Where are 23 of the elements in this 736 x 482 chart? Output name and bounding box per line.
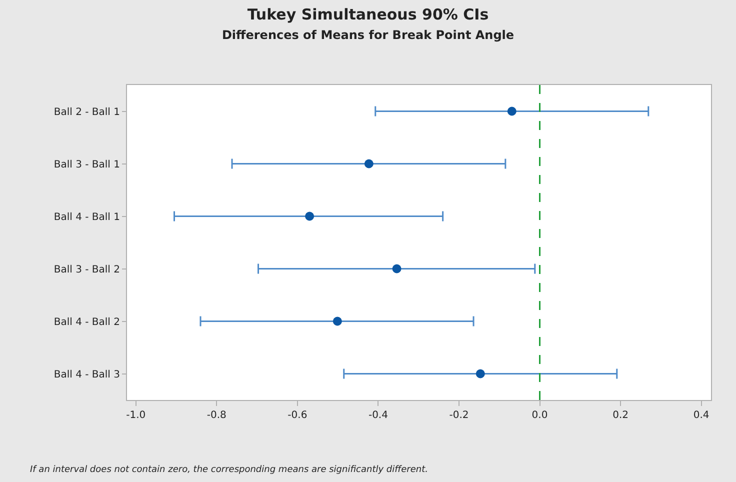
point [364,159,374,168]
x-tick-label: -1.0 [126,410,146,421]
y-tick-label: Ball 4 - Ball 1 [54,212,120,223]
chart-title: Tukey Simultaneous 90% CIs [247,5,489,24]
point [476,369,485,378]
y-tick-label: Ball 3 - Ball 1 [54,159,120,170]
point [392,264,402,274]
x-tick-label: -0.6 [288,410,308,421]
y-tick-label: Ball 3 - Ball 2 [54,264,120,276]
x-tick-label: -0.2 [449,410,469,421]
x-tick-label: -0.4 [368,410,388,421]
y-tick-label: Ball 4 - Ball 3 [54,369,120,380]
y-tick-label: Ball 4 - Ball 2 [54,316,120,328]
x-tick-label: 0.2 [612,410,628,421]
chart-subtitle: Differences of Means for Break Point Angle [222,28,514,42]
point [332,316,342,326]
point [305,212,314,221]
text: If an interval does not contain zero, the corresponding means are significantly different. [30,465,428,475]
point [507,106,516,116]
x-tick-label: 0.4 [693,410,710,421]
y-tick-label: Ball 2 - Ball 1 [54,106,120,118]
x-tick-label: -0.8 [206,410,226,421]
x-tick-label: 0.0 [532,410,548,421]
